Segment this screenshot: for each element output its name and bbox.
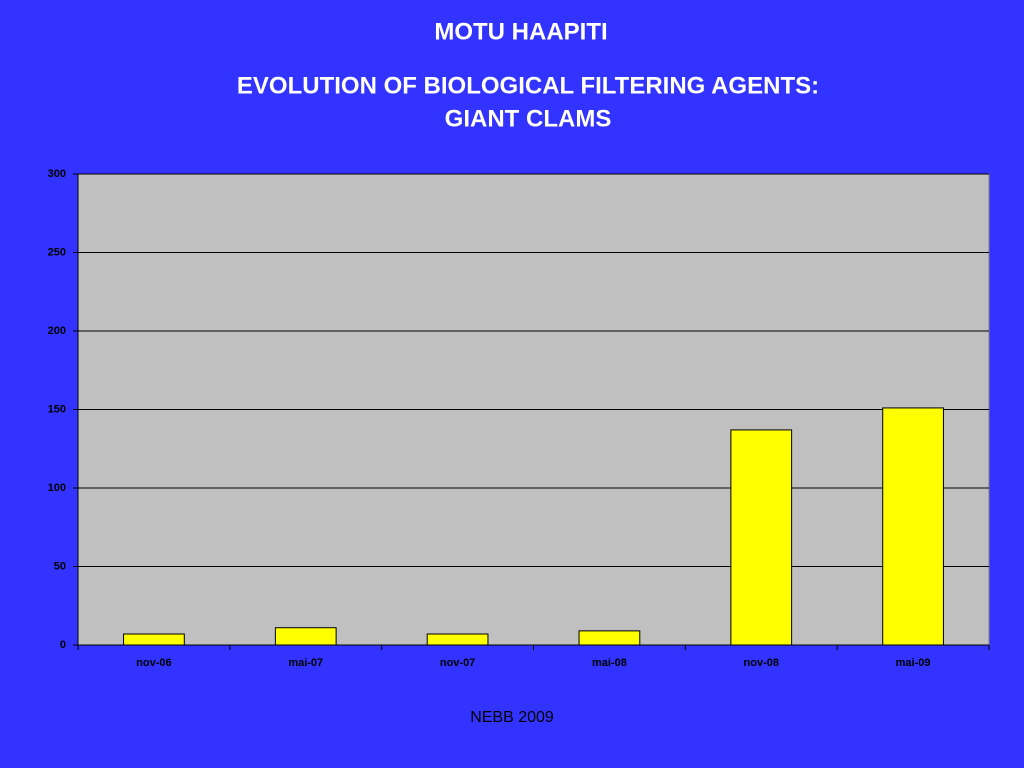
- chart-subtitle: EVOLUTION OF BIOLOGICAL FILTERING AGENTS…: [237, 72, 819, 99]
- footer: NEBB 2009: [470, 709, 554, 726]
- bar: [730, 429, 793, 646]
- x-tick-label: nov-08: [744, 657, 779, 669]
- y-tick-label: 300: [48, 168, 66, 180]
- x-tick-label: mai-08: [592, 657, 627, 669]
- bar: [123, 633, 185, 646]
- bar: [578, 630, 641, 646]
- x-tick-label: nov-07: [440, 657, 475, 669]
- y-tick-label: 50: [54, 560, 66, 572]
- y-tick-label: 200: [48, 325, 66, 337]
- bar: [426, 633, 489, 646]
- x-tick-label: mai-09: [896, 657, 931, 669]
- x-tick-label: mai-07: [288, 657, 323, 669]
- y-tick-label: 250: [48, 246, 66, 258]
- y-tick-label: 150: [48, 403, 66, 415]
- bar: [882, 407, 944, 646]
- x-tick-label: nov-06: [136, 657, 171, 669]
- y-tick-label: 0: [60, 639, 66, 651]
- chart-title: MOTU HAAPITI: [434, 18, 607, 45]
- bar: [274, 627, 337, 646]
- chart-subtitle: GIANT CLAMS: [445, 105, 612, 132]
- y-tick-label: 100: [48, 482, 66, 494]
